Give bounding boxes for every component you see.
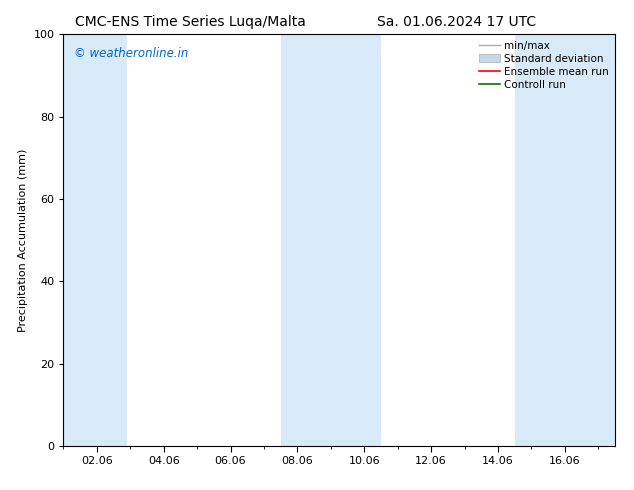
Legend: min/max, Standard deviation, Ensemble mean run, Controll run: min/max, Standard deviation, Ensemble me…: [475, 36, 613, 94]
Bar: [63, 34, 127, 446]
Bar: [281, 34, 381, 446]
Text: Sa. 01.06.2024 17 UTC: Sa. 01.06.2024 17 UTC: [377, 15, 536, 29]
Bar: [515, 34, 615, 446]
Y-axis label: Precipitation Accumulation (mm): Precipitation Accumulation (mm): [18, 148, 28, 332]
Text: © weatheronline.in: © weatheronline.in: [74, 47, 189, 60]
Text: CMC-ENS Time Series Luqa/Malta: CMC-ENS Time Series Luqa/Malta: [75, 15, 306, 29]
